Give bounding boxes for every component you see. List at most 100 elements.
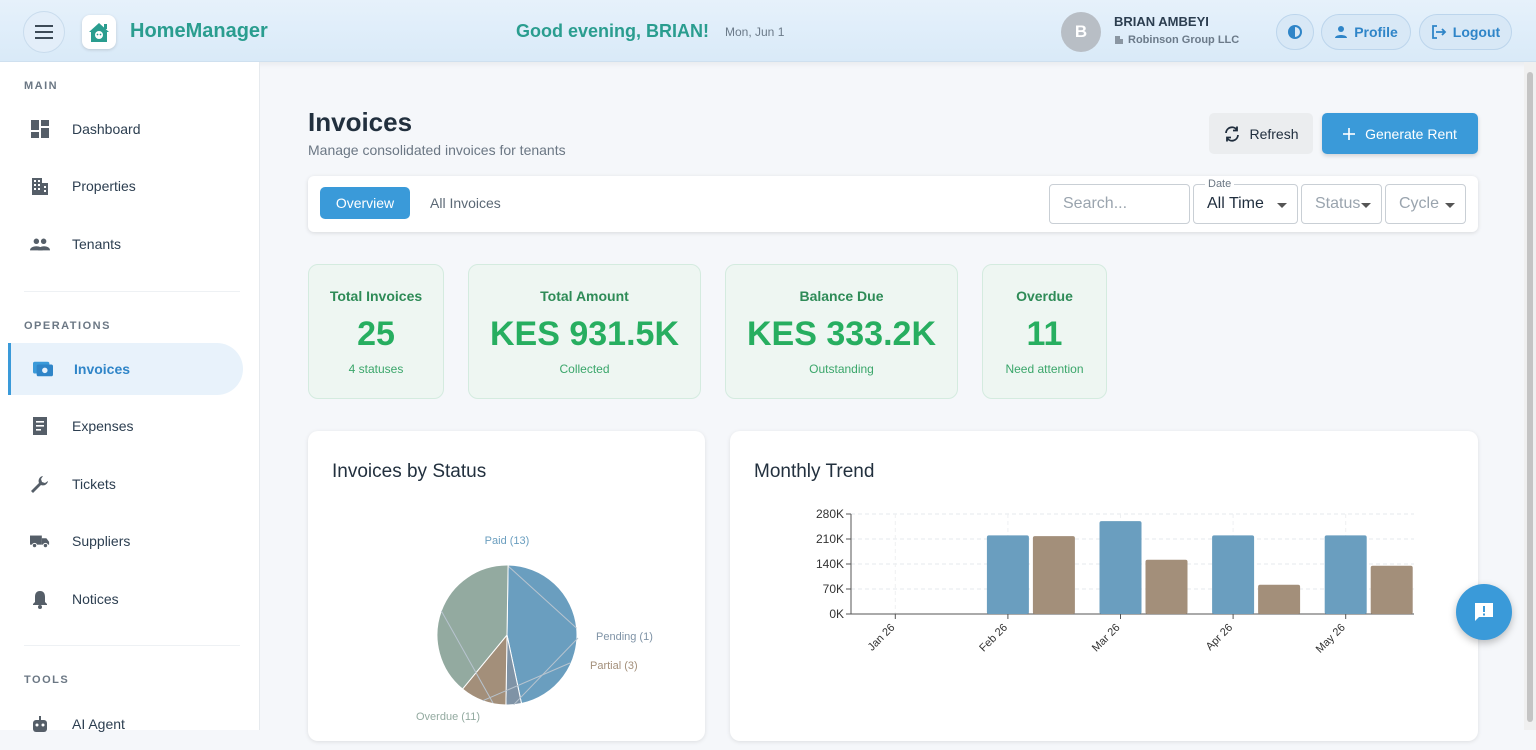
user-name: BRIAN AMBEYI [1114,14,1209,29]
sidebar-item-dashboard[interactable]: Dashboard [8,103,243,155]
chevron-down-icon [1445,203,1455,208]
stat-value: 25 [357,315,395,353]
y-tick-label: 0K [829,607,844,621]
status-chart-card: Invoices by Status Paid (13) Pending (1) P… [308,431,705,741]
page-subtitle: Manage consolidated invoices for tenants [308,142,566,158]
people-icon [30,234,50,254]
sidebar-divider [24,291,240,292]
pie-label: Partial (3) [590,660,638,672]
sidebar-item-label: Properties [72,178,136,194]
chart-title: Monthly Trend [754,461,875,482]
bar[interactable] [1212,535,1255,614]
stat-value: KES 333.2K [747,315,936,353]
bar[interactable] [1370,565,1413,614]
feedback-button[interactable] [1456,584,1512,640]
filter-bar: Overview All Invoices Search... Date All… [308,176,1478,232]
x-tick-label: Feb 26 [977,622,1010,655]
sidebar-item-label: AI Agent [72,716,125,732]
sidebar-item-label: Notices [72,591,119,607]
bar[interactable] [1145,559,1188,614]
bar[interactable] [1099,521,1142,614]
sidebar-item-notices[interactable]: Notices [8,573,243,625]
sidebar-item-label: Tickets [72,476,116,492]
chart-title: Invoices by Status [332,461,487,482]
sidebar-item-tickets[interactable]: Tickets [8,458,243,510]
dashboard-icon [30,119,50,139]
chevron-down-icon [1277,203,1287,208]
tab-all-invoices[interactable]: All Invoices [430,195,501,211]
logout-label: Logout [1452,24,1501,40]
y-tick-label: 210K [816,532,844,546]
stat-subtitle: Outstanding [809,362,874,376]
bell-icon [30,589,50,609]
brightness-icon [1288,25,1302,39]
status-select-label: Status [1315,195,1361,212]
search-placeholder: Search... [1063,195,1128,212]
logout-button[interactable]: Logout [1419,14,1512,50]
search-input[interactable]: Search... [1049,184,1190,224]
stat-card-overdue: Overdue 11 Need attention [982,264,1107,399]
sidebar-item-suppliers[interactable]: Suppliers [8,515,243,567]
date-select[interactable]: Date All Time [1193,178,1298,224]
date-select-legend: Date [1205,178,1235,190]
sidebar-item-properties[interactable]: Properties [8,160,243,212]
scrollbar[interactable] [1524,62,1536,730]
y-tick-label: 70K [823,582,844,596]
bar[interactable] [986,535,1029,614]
current-date: Mon, Jun 1 [725,25,785,39]
bar[interactable] [1324,535,1367,614]
generate-rent-button[interactable]: Generate Rent [1322,113,1478,154]
sidebar-item-label: Dashboard [72,121,141,137]
plus-icon [1343,127,1356,140]
pie-label: Overdue (11) [416,711,480,723]
avatar[interactable]: B [1061,12,1101,52]
pie-label-line [513,637,579,706]
pie-label-line [440,610,494,704]
pie-label: Paid (13) [485,535,530,547]
sidebar-item-label: Invoices [74,361,131,377]
stat-title: Overdue [1016,288,1073,304]
pie-chart: Paid (13) Pending (1) Partial (3) Overdue (… [416,535,653,723]
user-org: Robinson Group LLC [1114,34,1239,46]
app-logo[interactable] [82,15,116,49]
truck-icon [30,531,50,551]
refresh-button[interactable]: Refresh [1209,113,1313,154]
bar[interactable] [1258,584,1301,614]
greeting-text: Good evening, BRIAN! [516,21,709,41]
receipt-icon [30,416,50,436]
x-tick-label: Mar 26 [1090,622,1123,655]
y-tick-label: 140K [816,557,844,571]
section-label-operations: OPERATIONS [24,320,111,332]
invoice-icon [33,359,53,379]
sidebar-item-tenants[interactable]: Tenants [8,218,243,270]
status-select[interactable]: Status [1301,184,1382,224]
scrollbar-thumb[interactable] [1527,72,1533,722]
sidebar-item-ai-agent[interactable]: AI Agent [8,698,243,750]
logout-icon [1431,25,1447,39]
sidebar-item-expenses[interactable]: Expenses [8,400,243,452]
monthly-trend-card: Monthly Trend 0K 70K 140K 210K 280K Jan 26 Feb… [730,431,1478,741]
theme-toggle-button[interactable] [1276,14,1314,50]
hamburger-icon [35,25,53,39]
pie-label-line [506,564,578,629]
stat-title: Total Invoices [329,288,423,304]
user-org-label: Robinson Group LLC [1128,34,1240,46]
profile-label: Profile [1354,24,1398,40]
tab-overview[interactable]: Overview [320,187,410,219]
bar[interactable] [1032,536,1075,614]
date-select-value: All Time [1207,195,1264,212]
profile-button[interactable]: Profile [1321,14,1411,50]
generate-rent-label: Generate Rent [1365,125,1457,142]
sidebar-item-invoices[interactable]: Invoices [8,343,243,395]
page-title: Invoices [308,107,413,137]
refresh-icon [1225,125,1240,142]
stat-subtitle: Collected [559,362,610,376]
wrench-icon [30,474,50,494]
building-icon [30,176,50,196]
sidebar-item-label: Suppliers [72,533,131,549]
cycle-select[interactable]: Cycle [1385,184,1466,224]
robot-icon [30,714,50,734]
chevron-down-icon [1361,203,1371,208]
stat-subtitle: Need attention [1005,362,1084,376]
menu-button[interactable] [23,11,65,53]
